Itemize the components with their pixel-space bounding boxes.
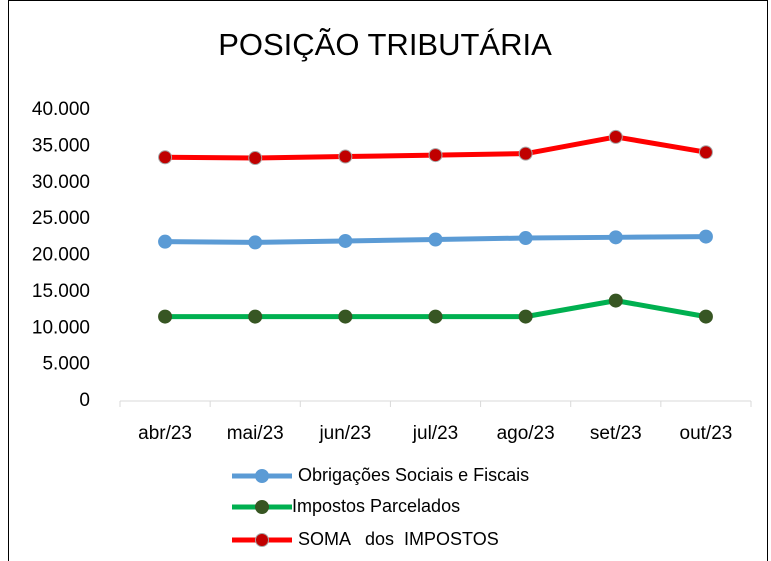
y-tick-label: 0 <box>79 390 90 411</box>
data-point <box>248 151 263 166</box>
y-tick-label: 25.000 <box>32 208 90 229</box>
x-tick-label: mai/23 <box>227 423 284 444</box>
data-point <box>428 148 443 163</box>
data-point <box>608 129 623 144</box>
data-point <box>698 145 713 160</box>
data-point <box>608 230 623 245</box>
legend-label: Impostos Parcelados <box>292 496 460 516</box>
data-point <box>338 233 353 248</box>
chart-border <box>8 0 768 561</box>
y-tick-label: 10.000 <box>32 317 90 338</box>
data-point <box>248 235 263 250</box>
data-point <box>428 309 443 324</box>
data-point <box>158 150 173 165</box>
data-point <box>698 309 713 324</box>
data-point <box>608 293 623 308</box>
data-point <box>518 309 533 324</box>
legend-label: Obrigações Sociais e Fiscais <box>298 465 529 485</box>
x-tick-label: set/23 <box>590 423 642 444</box>
legend-marker <box>255 469 269 483</box>
y-tick-label: 35.000 <box>32 135 90 156</box>
legend-marker <box>255 500 269 514</box>
y-tick-label: 15.000 <box>32 281 90 302</box>
x-tick-label: out/23 <box>680 423 733 444</box>
y-tick-label: 40.000 <box>32 99 90 120</box>
x-tick-label: jun/23 <box>318 423 371 444</box>
data-point <box>338 149 353 164</box>
chart-title: POSIÇÃO TRIBUTÁRIA <box>218 27 552 62</box>
y-tick-label: 5.000 <box>42 354 90 375</box>
legend-marker <box>255 533 269 547</box>
data-point <box>248 309 263 324</box>
x-tick-label: abr/23 <box>138 423 192 444</box>
x-tick-label: jul/23 <box>412 423 458 444</box>
data-point <box>158 309 173 324</box>
data-point <box>518 231 533 246</box>
y-tick-label: 20.000 <box>32 245 90 266</box>
data-point <box>428 232 443 247</box>
x-tick-label: ago/23 <box>497 423 555 444</box>
data-point <box>518 146 533 161</box>
data-point <box>698 229 713 244</box>
legend-label: SOMA dos IMPOSTOS <box>298 529 499 549</box>
data-point <box>158 234 173 249</box>
y-tick-label: 30.000 <box>32 172 90 193</box>
data-point <box>338 309 353 324</box>
